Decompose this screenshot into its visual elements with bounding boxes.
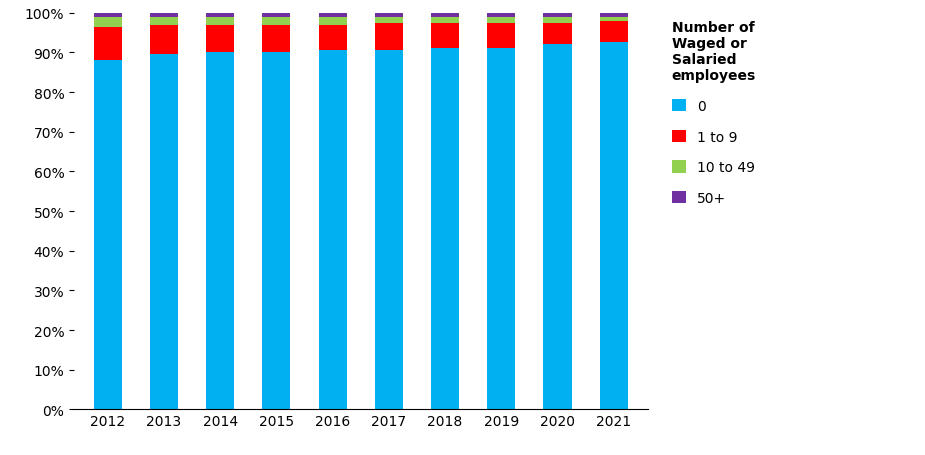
Bar [150, 18, 178, 25]
Bar [544, 18, 572, 24]
Bar [263, 14, 290, 18]
Bar [318, 18, 347, 25]
Bar [206, 14, 234, 18]
Bar [150, 55, 178, 410]
Bar [487, 18, 515, 24]
Bar [544, 14, 572, 18]
Bar [599, 18, 628, 21]
Bar [318, 14, 347, 18]
Bar [544, 46, 572, 410]
Bar [431, 24, 459, 49]
Bar [599, 43, 628, 410]
Bar [93, 18, 122, 27]
Bar [599, 14, 628, 18]
Bar [93, 61, 122, 410]
Bar [263, 18, 290, 25]
Bar [375, 18, 403, 24]
Bar [93, 14, 122, 18]
Bar [206, 25, 234, 53]
Bar [487, 14, 515, 18]
Bar [487, 24, 515, 49]
Bar [375, 24, 403, 51]
Bar [206, 18, 234, 25]
Bar [431, 49, 459, 410]
Bar [544, 24, 572, 46]
Bar [263, 53, 290, 410]
Bar [318, 25, 347, 51]
Bar [318, 51, 347, 410]
Bar [431, 18, 459, 24]
Bar [487, 49, 515, 410]
Bar [93, 27, 122, 61]
Bar [263, 25, 290, 53]
Bar [375, 51, 403, 410]
Bar [150, 14, 178, 18]
Bar [206, 53, 234, 410]
Bar [431, 14, 459, 18]
Bar [599, 21, 628, 43]
Bar [375, 14, 403, 18]
Bar [150, 25, 178, 55]
Legend: 0, 1 to 9, 10 to 49, 50+: 0, 1 to 9, 10 to 49, 50+ [672, 20, 756, 206]
